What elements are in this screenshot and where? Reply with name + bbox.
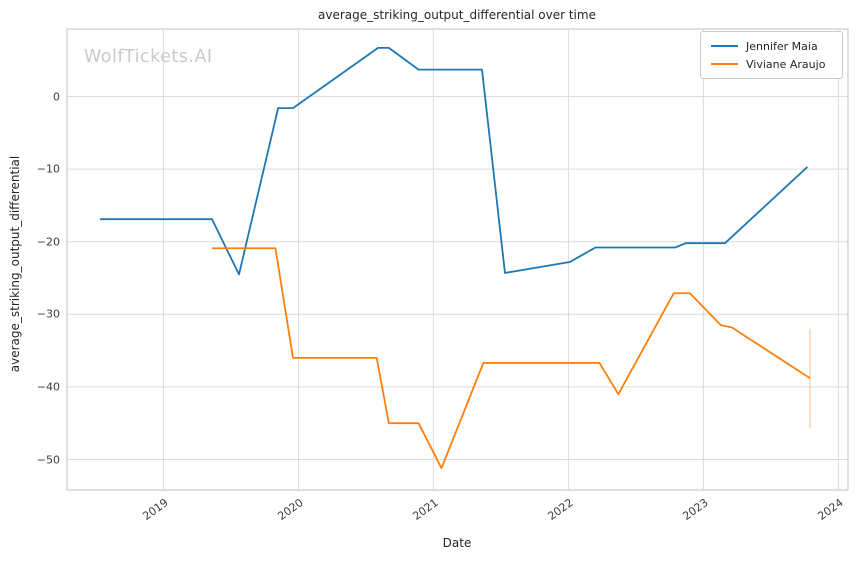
y-tick-label: −40 xyxy=(36,380,60,394)
y-tick-label: −10 xyxy=(36,162,60,176)
y-tick-label: −50 xyxy=(36,453,60,466)
legend-label: Viviane Araujo xyxy=(746,57,826,71)
chart-title: average_striking_output_differential ove… xyxy=(318,8,596,22)
plot-border xyxy=(66,28,849,491)
y-tick-label: 0 xyxy=(53,90,60,104)
legend-label: Jennifer Maia xyxy=(746,39,818,53)
x-axis-label: Date xyxy=(442,536,472,550)
y-tick-label: −30 xyxy=(36,307,60,321)
y-tick-label: −20 xyxy=(36,235,60,249)
series-line xyxy=(211,247,811,470)
legend: Jennifer Maia Viviane Araujo xyxy=(700,31,843,79)
legend-line-swatch xyxy=(711,63,738,65)
legend-entry: Viviane Araujo xyxy=(711,55,834,73)
series-line xyxy=(99,46,808,276)
legend-line-swatch xyxy=(711,45,738,47)
legend-entry: Jennifer Maia xyxy=(711,37,834,55)
watermark: WolfTickets.AI xyxy=(84,47,213,67)
